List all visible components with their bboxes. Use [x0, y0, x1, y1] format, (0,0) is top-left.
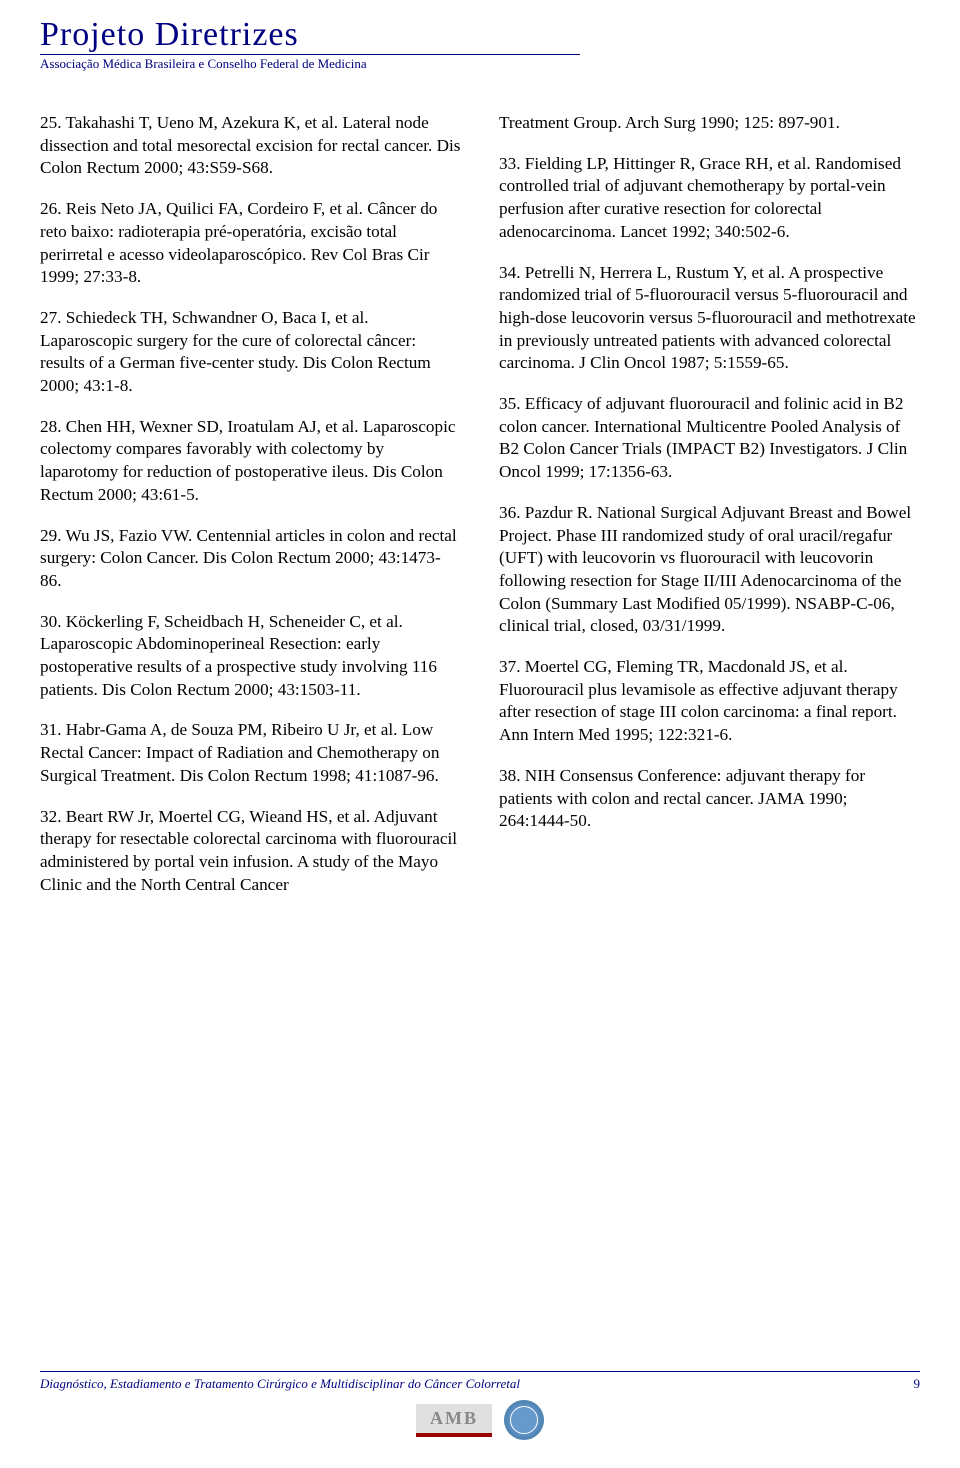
- reference-item: 36. Pazdur R. National Surgical Adjuvant…: [499, 502, 920, 638]
- reference-item: 37. Moertel CG, Fleming TR, Macdonald JS…: [499, 656, 920, 747]
- reference-item: 28. Chen HH, Wexner SD, Iroatulam AJ, et…: [40, 416, 461, 507]
- reference-item: 32. Beart RW Jr, Moertel CG, Wieand HS, …: [40, 806, 461, 897]
- header-subtitle: Associação Médica Brasileira e Conselho …: [40, 56, 920, 72]
- cfm-logo-icon: [504, 1400, 544, 1440]
- footer-logos: AMB: [40, 1400, 920, 1440]
- right-column: Treatment Group. Arch Surg 1990; 125: 89…: [499, 112, 920, 914]
- reference-item: 34. Petrelli N, Herrera L, Rustum Y, et …: [499, 262, 920, 376]
- content-columns: 25. Takahashi T, Ueno M, Azekura K, et a…: [0, 72, 960, 914]
- reference-item: 35. Efficacy of adjuvant fluorouracil an…: [499, 393, 920, 484]
- reference-item: 31. Habr-Gama A, de Souza PM, Ribeiro U …: [40, 719, 461, 787]
- header-title: Projeto Diretrizes: [40, 18, 920, 52]
- amb-logo-icon: AMB: [416, 1404, 492, 1437]
- footer-text: Diagnóstico, Estadiamento e Tratamento C…: [40, 1376, 520, 1392]
- reference-item: 38. NIH Consensus Conference: adjuvant t…: [499, 765, 920, 833]
- reference-item: 25. Takahashi T, Ueno M, Azekura K, et a…: [40, 112, 461, 180]
- reference-item: 33. Fielding LP, Hittinger R, Grace RH, …: [499, 153, 920, 244]
- footer-rule: [40, 1371, 920, 1372]
- page-header: Projeto Diretrizes Associação Médica Bra…: [0, 0, 960, 72]
- reference-item: 27. Schiedeck TH, Schwandner O, Baca I, …: [40, 307, 461, 398]
- reference-item: Treatment Group. Arch Surg 1990; 125: 89…: [499, 112, 920, 135]
- footer-row: Diagnóstico, Estadiamento e Tratamento C…: [40, 1376, 920, 1392]
- header-rule: [40, 54, 580, 55]
- page-footer: Diagnóstico, Estadiamento e Tratamento C…: [0, 1371, 960, 1440]
- page-number: 9: [914, 1376, 921, 1392]
- reference-item: 29. Wu JS, Fazio VW. Centennial articles…: [40, 525, 461, 593]
- left-column: 25. Takahashi T, Ueno M, Azekura K, et a…: [40, 112, 461, 914]
- reference-item: 26. Reis Neto JA, Quilici FA, Cordeiro F…: [40, 198, 461, 289]
- reference-item: 30. Köckerling F, Scheidbach H, Scheneid…: [40, 611, 461, 702]
